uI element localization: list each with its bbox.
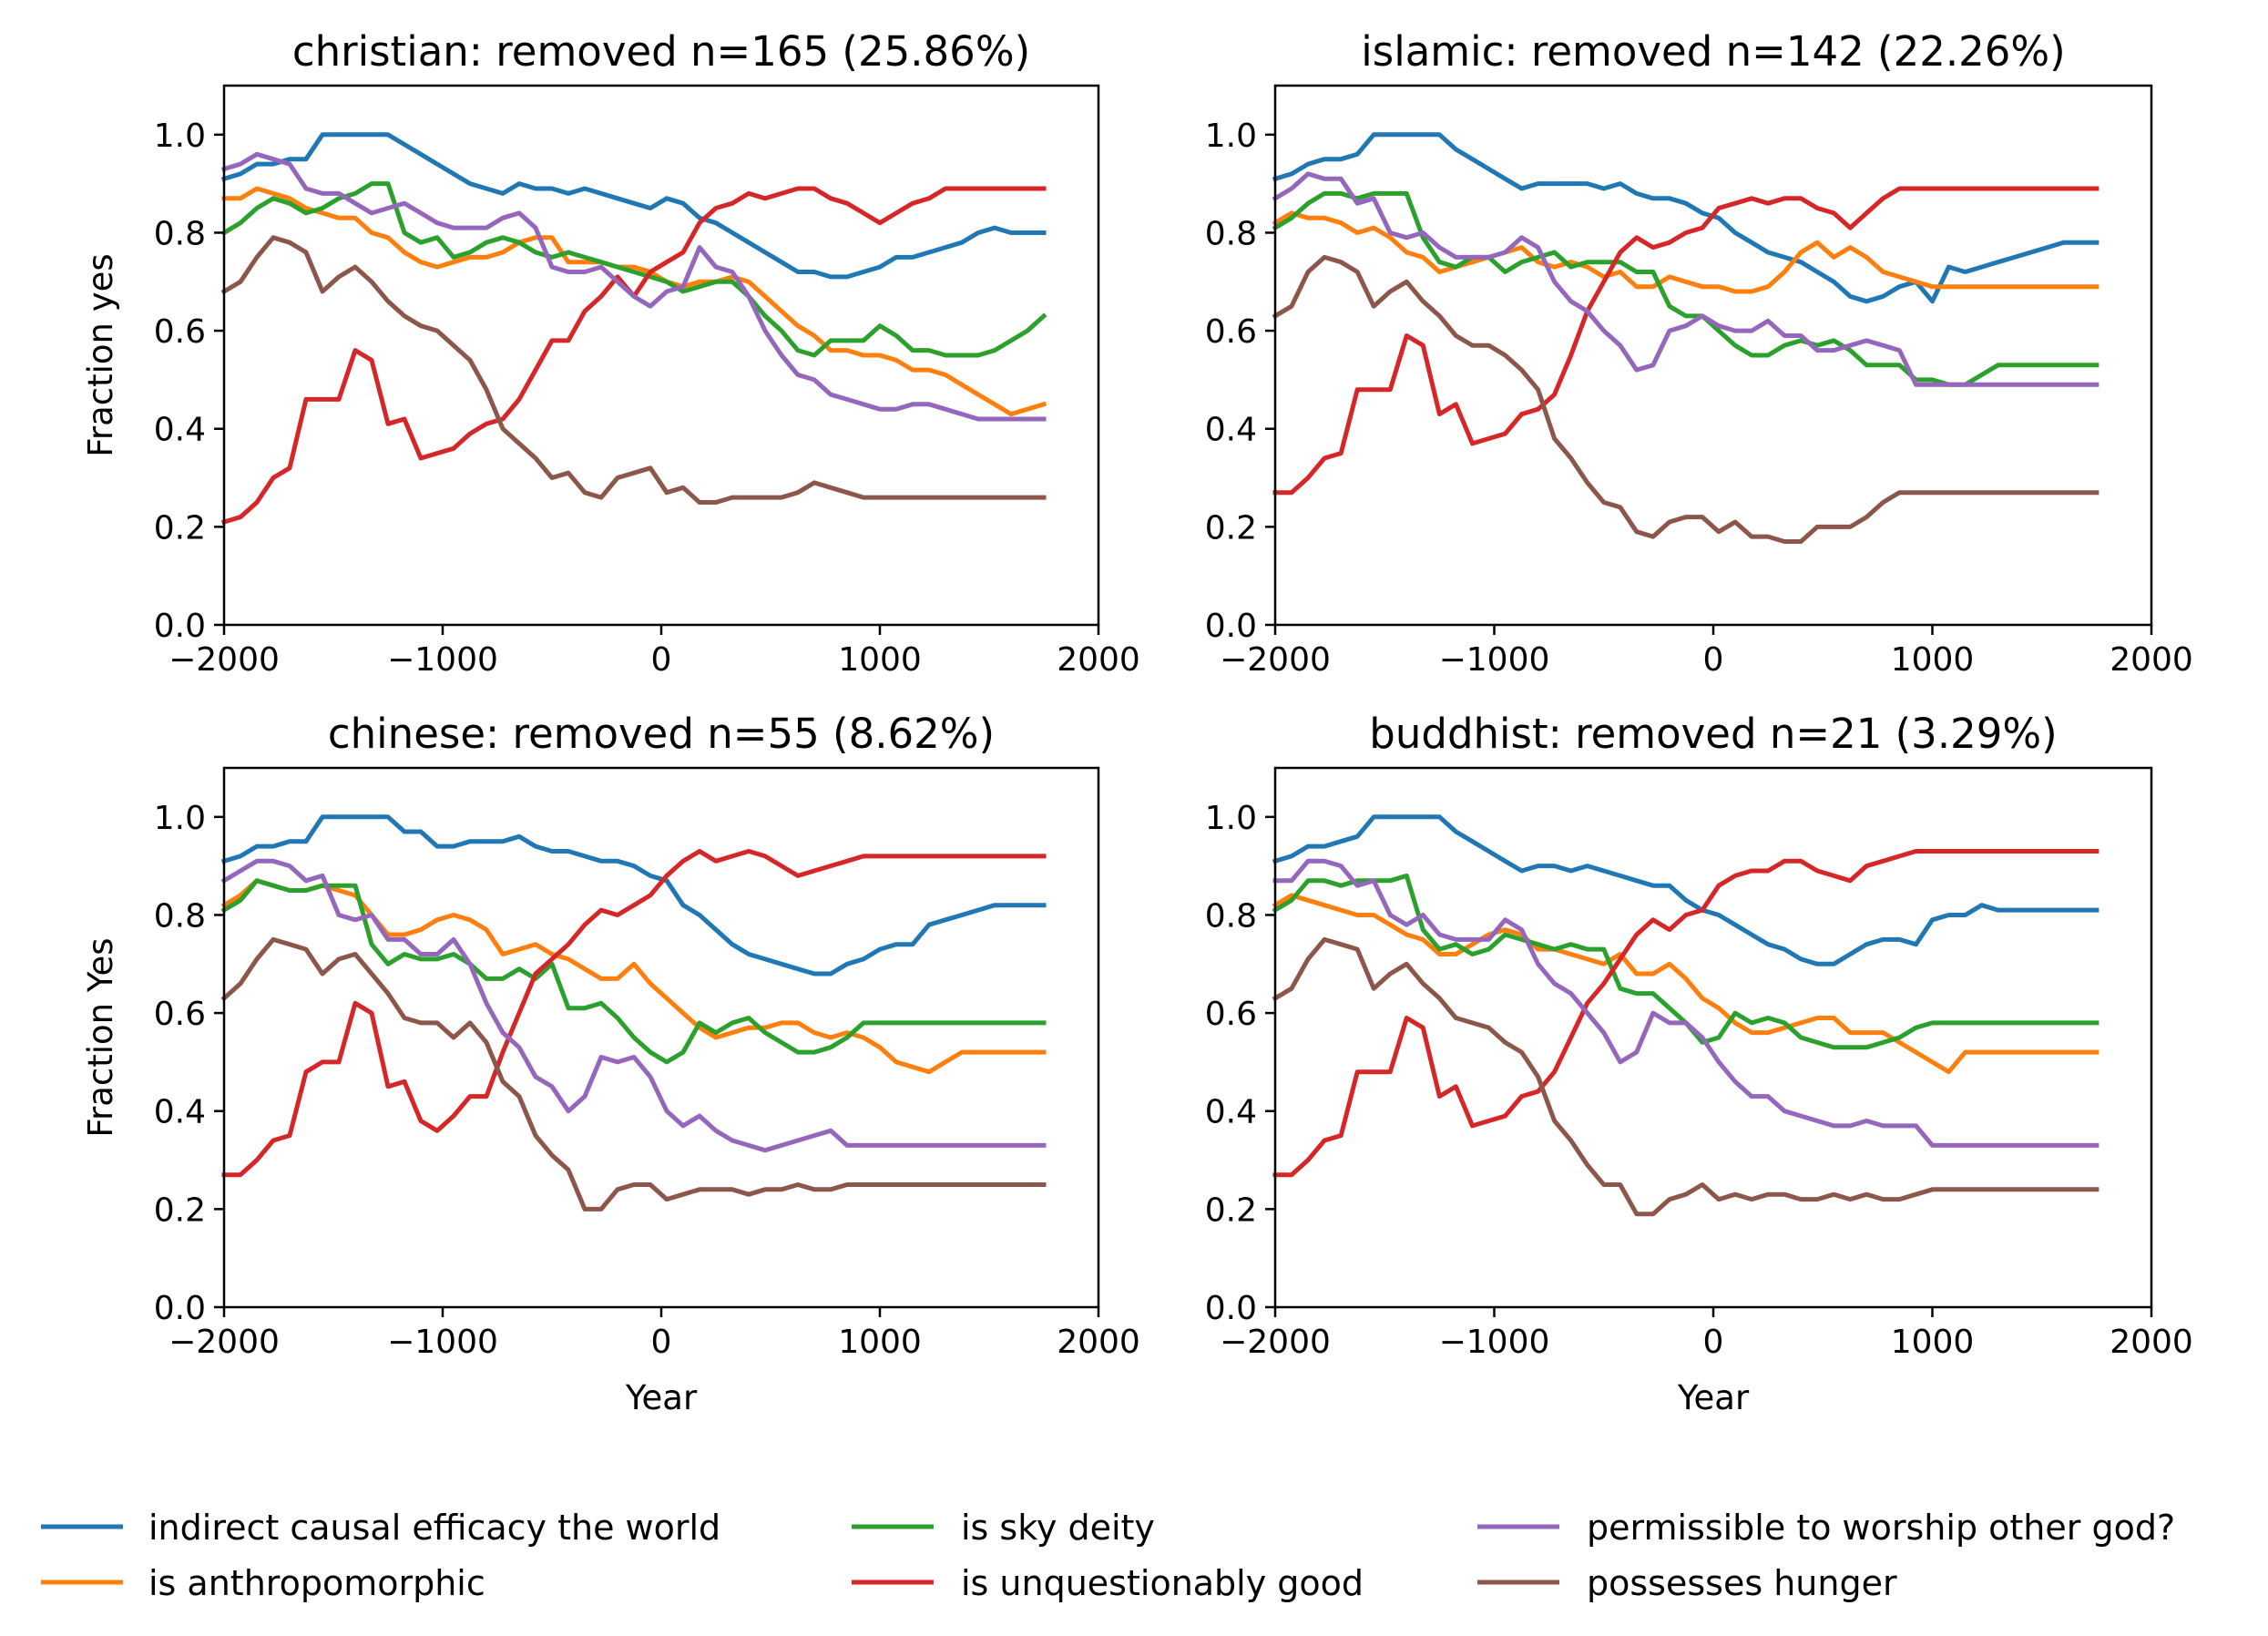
panel-title: chinese: removed n=55 (8.62%)	[328, 710, 995, 758]
y-tick-label: 0.4	[1205, 412, 1257, 449]
y-tick-label: 1.0	[154, 800, 206, 837]
y-tick-label: 0.8	[1205, 215, 1257, 252]
y-tick-label: 1.0	[154, 118, 206, 155]
series-line-is-anthropomorphic	[221, 186, 1047, 417]
y-tick-label: 0.0	[1205, 608, 1257, 645]
x-axis-label: Year	[1677, 1378, 1750, 1417]
series-line-possesses-hunger	[220, 235, 1047, 505]
series-line-possesses-hunger	[1272, 936, 2099, 1217]
x-tick-label: 2000	[1057, 1324, 1140, 1361]
panel-title: islamic: removed n=142 (22.26%)	[1361, 27, 2065, 76]
x-tick-label: 0	[1703, 641, 1724, 679]
series-line-indirect-causal-efficacy-the-world	[220, 814, 1047, 976]
panel-title: christian: removed n=165 (25.86%)	[292, 27, 1030, 76]
y-tick-label: 0.2	[154, 509, 206, 547]
y-tick-label: 0.2	[1205, 509, 1257, 547]
x-tick-label: 0	[651, 1324, 672, 1361]
y-tick-label: 0.2	[1205, 1191, 1257, 1229]
series-line-is-sky-deity	[220, 878, 1047, 1065]
y-tick-label: 0.0	[154, 1290, 206, 1327]
y-tick-label: 0.8	[154, 897, 206, 935]
legend-label-unquestionably-good: is unquestionably good	[961, 1563, 1364, 1603]
x-tick-label: 1000	[838, 641, 922, 679]
series-line-is-anthropomorphic	[220, 878, 1047, 1075]
axes-frame	[222, 766, 1100, 1309]
x-tick-label: 2000	[2110, 641, 2193, 679]
y-tick-label: 0.6	[1205, 313, 1257, 351]
y-tick-label: 0.0	[1205, 1290, 1257, 1327]
legend-label-anthropomorphic: is anthropomorphic	[148, 1563, 485, 1603]
series-line-indirect-causal-efficacy-the-world	[220, 132, 1047, 280]
x-tick-label: 1000	[1891, 1324, 1975, 1361]
legend-label-indirect-causal-efficacy: indirect causal efficacy the world	[148, 1508, 720, 1548]
series-line-permissible-to-worship-other-god	[220, 858, 1047, 1153]
panel-title: buddhist: removed n=21 (3.29%)	[1369, 710, 2057, 758]
y-tick-label: 0.8	[1205, 897, 1257, 935]
y-tick-label: 0.6	[1205, 996, 1257, 1033]
y-axis-label: Fraction Yes	[81, 937, 120, 1137]
series-line-is-unquestionably-good	[221, 849, 1047, 1178]
series-line-indirect-causal-efficacy-the-world	[1272, 814, 2099, 966]
x-tick-label: −2000	[169, 1324, 280, 1361]
y-tick-label: 0.8	[154, 215, 206, 252]
x-tick-label: −1000	[1439, 641, 1550, 679]
x-tick-label: 0	[1703, 1324, 1724, 1361]
x-tick-label: 1000	[838, 1324, 922, 1361]
y-tick-label: 0.4	[1205, 1094, 1257, 1131]
x-tick-label: −1000	[387, 641, 498, 679]
x-tick-label: −2000	[169, 641, 280, 679]
legend-label-possesses-hunger: possesses hunger	[1587, 1563, 1897, 1603]
y-tick-label: 0.4	[154, 1094, 206, 1131]
y-tick-label: 1.0	[1205, 800, 1257, 837]
chart-panel: −2000 −1000 0 1000 2000 0.0 0.2 0.4 0.6 0.8 1.0 isl…	[1205, 27, 2193, 679]
x-tick-label: 1000	[1891, 641, 1975, 679]
legend-label-permissible-worship: permissible to worship other god?	[1587, 1508, 2175, 1548]
axes-frame	[1273, 84, 2153, 627]
series-line-indirect-causal-efficacy-the-world	[1272, 132, 2099, 304]
chart-panel: −2000 −1000 0 1000 2000 0.0 0.2 0.4 0.6 0.8 1.0 chr…	[81, 27, 1140, 679]
y-tick-label: 0.6	[154, 996, 206, 1033]
x-tick-label: 2000	[2110, 1324, 2193, 1361]
x-tick-label: −1000	[1439, 1324, 1550, 1361]
series-line-permissible-to-worship-other-god	[1272, 858, 2099, 1148]
series-line-is-sky-deity	[220, 181, 1047, 358]
y-tick-label: 0.6	[154, 313, 206, 351]
chart-panel: −2000 −1000 0 1000 2000 0.0 0.2 0.4 0.6 0.8 1.0 bud…	[1205, 710, 2193, 1417]
chart-panel: −2000 −1000 0 1000 2000 0.0 0.2 0.4 0.6 0.8 1.0 chi…	[81, 710, 1140, 1417]
y-axis-label: Fraction yes	[81, 253, 120, 456]
x-tick-label: 2000	[1057, 641, 1140, 679]
series-line-is-unquestionably-good	[1272, 186, 2099, 496]
series-line-is-unquestionably-good	[1272, 849, 2099, 1178]
x-tick-label: 0	[651, 641, 672, 679]
x-axis-label: Year	[625, 1378, 698, 1417]
series-line-possesses-hunger	[1272, 254, 2099, 544]
y-tick-label: 0.4	[154, 412, 206, 449]
series-line-is-anthropomorphic	[1272, 210, 2099, 294]
y-tick-label: 1.0	[1205, 118, 1257, 155]
x-tick-label: −2000	[1220, 1324, 1331, 1361]
series-line-possesses-hunger	[220, 936, 1047, 1212]
y-tick-label: 0.0	[154, 608, 206, 645]
x-tick-label: −1000	[387, 1324, 498, 1361]
series-line-is-anthropomorphic	[1272, 893, 2099, 1075]
legend: indirect causal efficacy the world is an…	[41, 1508, 2175, 1603]
chart-panels: −2000 −1000 0 1000 2000 0.0 0.2 0.4 0.6 0.8 1.0 chr…	[81, 27, 2193, 1417]
y-tick-label: 0.2	[154, 1191, 206, 1229]
legend-label-sky-deity: is sky deity	[961, 1508, 1155, 1548]
x-tick-label: −2000	[1220, 641, 1331, 679]
series-line-permissible-to-worship-other-god	[1272, 171, 2099, 387]
series-line-permissible-to-worship-other-god	[220, 151, 1047, 422]
